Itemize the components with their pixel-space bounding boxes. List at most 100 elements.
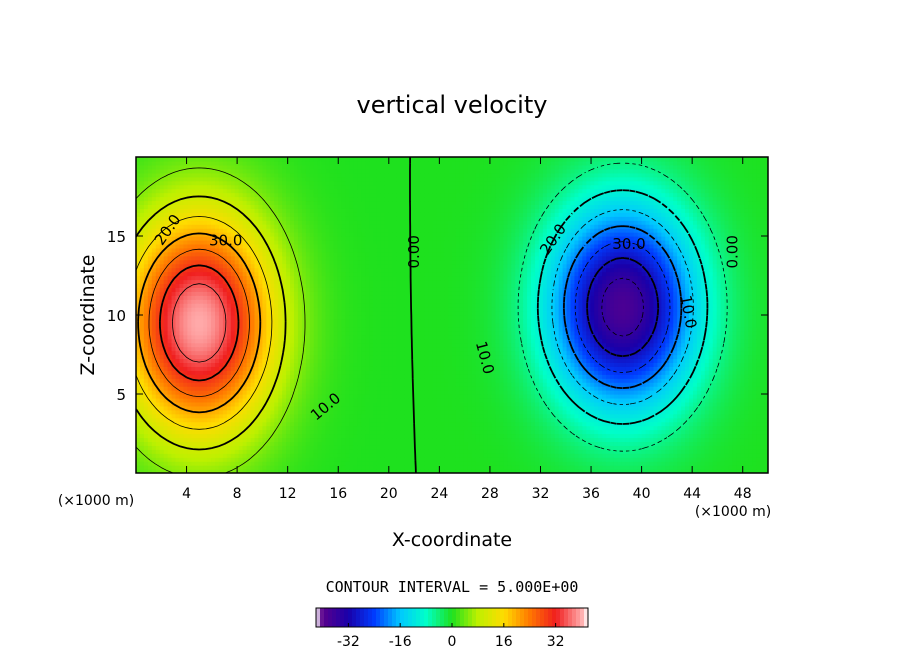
field-cell bbox=[140, 441, 145, 446]
field-cell bbox=[507, 445, 512, 450]
field-cell bbox=[476, 426, 481, 431]
field-cell bbox=[630, 366, 635, 371]
field-cell bbox=[306, 402, 311, 407]
field-cell bbox=[199, 418, 204, 423]
field-cell bbox=[448, 437, 453, 442]
field-cell bbox=[235, 453, 240, 458]
field-cell bbox=[515, 390, 520, 395]
field-cell bbox=[748, 445, 753, 450]
field-cell bbox=[227, 465, 232, 470]
field-cell bbox=[456, 366, 461, 371]
field-cell bbox=[270, 378, 275, 383]
field-cell bbox=[752, 390, 757, 395]
field-cell bbox=[405, 398, 410, 403]
field-cell bbox=[756, 362, 761, 367]
field-cell bbox=[330, 378, 335, 383]
field-cell bbox=[697, 457, 702, 462]
field-cell bbox=[594, 355, 599, 360]
field-cell bbox=[618, 430, 623, 435]
field-cell bbox=[428, 398, 433, 403]
field-cell bbox=[179, 402, 184, 407]
field-cell bbox=[760, 453, 765, 458]
field-cell bbox=[598, 366, 603, 371]
field-cell bbox=[503, 453, 508, 458]
field-cell bbox=[424, 422, 429, 427]
field-cell bbox=[278, 414, 283, 419]
field-cell bbox=[420, 351, 425, 356]
field-cell bbox=[274, 449, 279, 454]
field-cell bbox=[266, 445, 271, 450]
field-cell bbox=[638, 378, 643, 383]
field-cell bbox=[393, 398, 398, 403]
field-cell bbox=[582, 426, 587, 431]
field-cell bbox=[420, 430, 425, 435]
field-cell bbox=[515, 370, 520, 375]
field-cell bbox=[464, 378, 469, 383]
field-cell bbox=[480, 441, 485, 446]
field-cell bbox=[519, 418, 524, 423]
field-cell bbox=[515, 426, 520, 431]
field-cell bbox=[393, 457, 398, 462]
field-cell bbox=[732, 453, 737, 458]
field-cell bbox=[385, 398, 390, 403]
field-cell bbox=[262, 418, 267, 423]
field-cell bbox=[531, 355, 536, 360]
field-cell bbox=[389, 398, 394, 403]
field-cell bbox=[306, 453, 311, 458]
field-cell bbox=[361, 437, 366, 442]
field-cell bbox=[527, 351, 532, 356]
field-cell bbox=[634, 358, 639, 363]
field-cell bbox=[567, 402, 572, 407]
field-cell bbox=[195, 457, 200, 462]
field-cell bbox=[539, 426, 544, 431]
field-cell bbox=[507, 390, 512, 395]
field-cell bbox=[468, 445, 473, 450]
field-cell bbox=[555, 449, 560, 454]
field-cell bbox=[393, 370, 398, 375]
field-cell bbox=[563, 434, 568, 439]
field-cell bbox=[255, 370, 260, 375]
field-cell bbox=[448, 410, 453, 415]
field-cell bbox=[369, 441, 374, 446]
field-cell bbox=[452, 351, 457, 356]
field-cell bbox=[503, 386, 508, 391]
field-cell bbox=[756, 406, 761, 411]
field-cell bbox=[578, 402, 583, 407]
field-cell bbox=[476, 374, 481, 379]
field-cell bbox=[258, 398, 263, 403]
field-cell bbox=[705, 370, 710, 375]
field-cell bbox=[262, 351, 267, 356]
field-cell bbox=[634, 370, 639, 375]
field-cell bbox=[567, 465, 572, 470]
field-cell bbox=[258, 386, 263, 391]
field-cell bbox=[160, 402, 165, 407]
field-cell bbox=[424, 410, 429, 415]
field-cell bbox=[598, 394, 603, 399]
field-cell bbox=[515, 398, 520, 403]
field-cell bbox=[322, 461, 327, 466]
field-cell bbox=[334, 422, 339, 427]
field-cell bbox=[345, 457, 350, 462]
field-cell bbox=[231, 386, 236, 391]
field-cell bbox=[721, 406, 726, 411]
field-cell bbox=[353, 449, 358, 454]
field-cell bbox=[507, 398, 512, 403]
field-cell bbox=[187, 449, 192, 454]
field-cell bbox=[527, 434, 532, 439]
field-cell bbox=[689, 410, 694, 415]
field-cell bbox=[543, 445, 548, 450]
field-cell bbox=[436, 457, 441, 462]
field-cell bbox=[539, 358, 544, 363]
field-cell bbox=[183, 414, 188, 419]
field-cell bbox=[353, 434, 358, 439]
field-cell bbox=[203, 426, 208, 431]
field-cell bbox=[689, 418, 694, 423]
field-cell bbox=[278, 445, 283, 450]
field-cell bbox=[574, 430, 579, 435]
field-cell bbox=[574, 366, 579, 371]
field-cell bbox=[480, 398, 485, 403]
field-cell bbox=[219, 382, 224, 387]
field-cell bbox=[428, 374, 433, 379]
field-cell bbox=[559, 437, 564, 442]
field-cell bbox=[464, 441, 469, 446]
